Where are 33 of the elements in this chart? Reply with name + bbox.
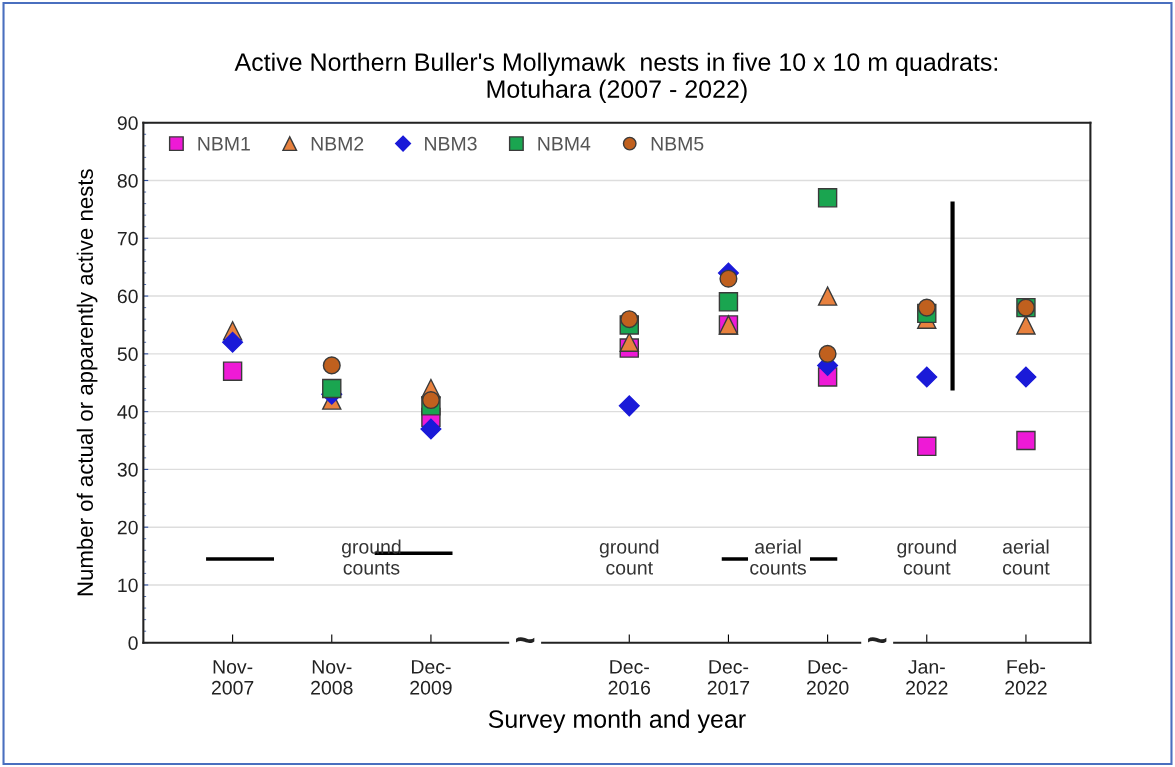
legend-label: NBM4 bbox=[538, 137, 591, 151]
y-tick-label: 60 bbox=[117, 289, 138, 304]
y-axis-title: Number of actual or apparently active nests bbox=[76, 169, 98, 596]
x-tick-label: Nov- 2008 bbox=[311, 660, 353, 695]
annotation: ground count bbox=[599, 539, 659, 575]
annotation: ~ bbox=[868, 637, 887, 643]
legend-label: NBM3 bbox=[425, 136, 477, 151]
chart-title: Active Northern Buller's Mollymawk nests in five 10 x 10 m quadrats: Motuhara (2007 - 2022) bbox=[234, 52, 998, 103]
y-tick-label: 70 bbox=[117, 231, 138, 246]
x-tick-label: Feb- 2022 bbox=[1005, 659, 1047, 695]
x-tick-label: Dec- 2017 bbox=[707, 660, 750, 695]
x-tick-label: Jan- 2022 bbox=[906, 660, 948, 695]
legend-label: NBM1 bbox=[198, 137, 250, 151]
annotation: ~ bbox=[516, 637, 535, 643]
annotation: ground count bbox=[897, 539, 956, 575]
x-tick-label: Dec- 2016 bbox=[608, 660, 651, 695]
y-tick-label: 30 bbox=[117, 462, 138, 477]
y-tick-label: 10 bbox=[118, 578, 138, 593]
y-tick-label: 20 bbox=[117, 520, 138, 535]
y-tick-label: 80 bbox=[117, 173, 138, 188]
x-tick-label: Dec- 2009 bbox=[410, 660, 452, 695]
y-tick-label: 40 bbox=[117, 405, 138, 419]
y-tick-label: 0 bbox=[128, 636, 138, 650]
annotation: aerial counts bbox=[750, 539, 806, 575]
x-tick-label: Dec- 2020 bbox=[806, 660, 849, 695]
x-axis-title: Survey month and year bbox=[488, 709, 746, 733]
legend-label: NBM5 bbox=[651, 137, 704, 151]
x-tick-label: Nov- 2007 bbox=[211, 660, 254, 695]
legend-label: NBM2 bbox=[311, 136, 364, 151]
annotation: aerial count bbox=[1002, 539, 1050, 575]
y-tick-label: 90 bbox=[117, 116, 138, 130]
y-tick-label: 50 bbox=[117, 347, 138, 362]
annotation: ground counts bbox=[341, 539, 401, 575]
